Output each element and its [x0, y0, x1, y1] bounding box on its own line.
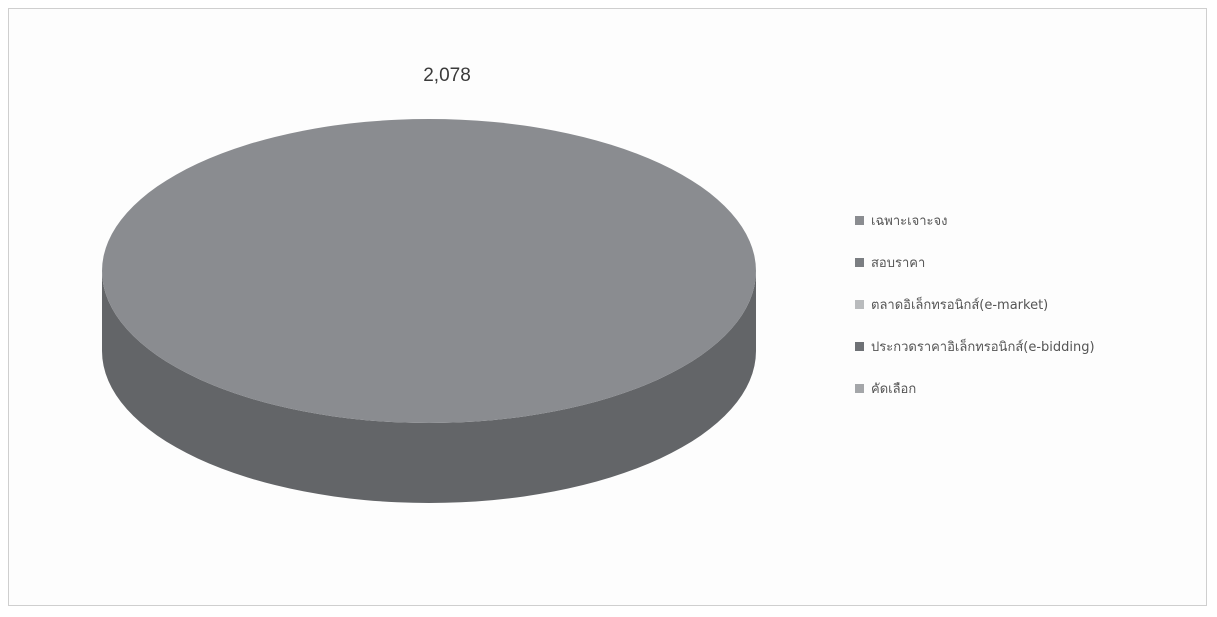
legend-swatch-1: [855, 258, 864, 267]
data-label-group: 2,078: [423, 65, 471, 86]
legend-label-4: คัดเลือก: [871, 381, 916, 397]
legend-label-1: สอบราคา: [871, 256, 925, 271]
legend-label-2: ตลาดอิเล็กทรอนิกส์(e-market): [871, 295, 1048, 313]
legend-label-3: ประกวดราคาอิเล็กทรอนิกส์(e-bidding): [871, 337, 1095, 355]
pie-slice-0: [102, 119, 756, 423]
legend-label-0: เฉพาะเจาะจง: [871, 214, 947, 229]
pie-plot-area: [102, 119, 756, 503]
chart-frame: 2,078 เฉพาะเจาะจงสอบราคาตลาดอิเล็กทรอนิก…: [8, 8, 1207, 606]
legend-swatch-4: [855, 384, 864, 393]
legend-swatch-0: [855, 216, 864, 225]
legend-swatch-3: [855, 342, 864, 351]
pie-chart: 2,078 เฉพาะเจาะจงสอบราคาตลาดอิเล็กทรอนิก…: [102, 65, 1095, 503]
legend: เฉพาะเจาะจงสอบราคาตลาดอิเล็กทรอนิกส์(e-m…: [855, 214, 1095, 397]
data-label: 2,078: [423, 65, 471, 86]
legend-swatch-2: [855, 300, 864, 309]
pie-slice-side: [102, 271, 756, 503]
